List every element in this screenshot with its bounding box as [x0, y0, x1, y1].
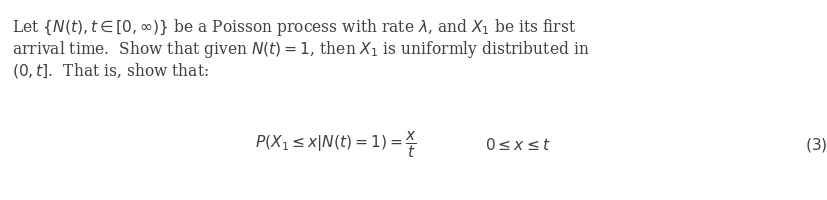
Text: arrival time.  Show that given $N(t) = 1$, then $X_1$ is uniformly distributed i: arrival time. Show that given $N(t) = 1$…: [12, 39, 589, 60]
Text: $0 \leq x \leq t$: $0 \leq x \leq t$: [485, 136, 550, 153]
Text: Let $\{N(t),t \in [0, \infty)\}$ be a Poisson process with rate $\lambda$, and $: Let $\{N(t),t \in [0, \infty)\}$ be a Po…: [12, 17, 576, 38]
Text: $(3)$: $(3)$: [804, 135, 827, 153]
Text: $P(X_1 \leq x|N(t) = 1) = \dfrac{x}{t}$: $P(X_1 \leq x|N(t) = 1) = \dfrac{x}{t}$: [255, 129, 416, 159]
Text: $(0, t]$.  That is, show that:: $(0, t]$. That is, show that:: [12, 61, 208, 80]
